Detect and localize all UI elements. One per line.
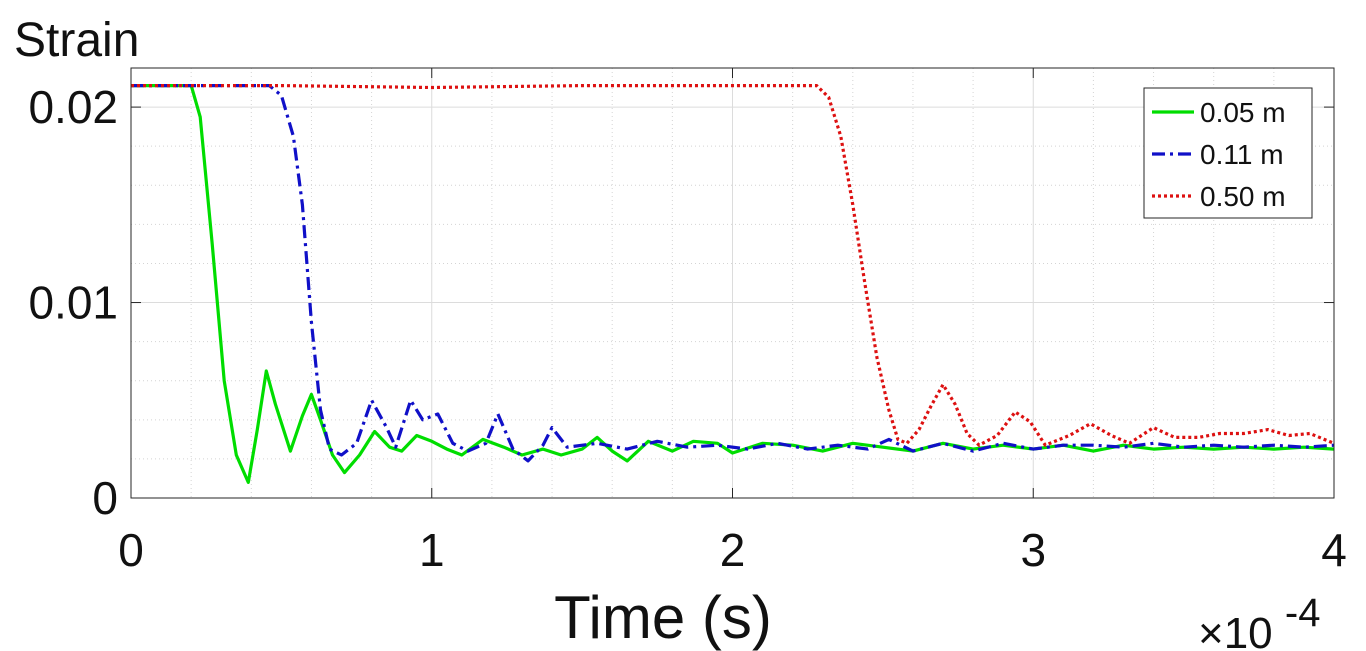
y-axis-label: Strain bbox=[14, 14, 139, 67]
y-tick-label: 0.01 bbox=[28, 277, 118, 329]
x-multiplier-base: ×10 bbox=[1198, 609, 1273, 651]
axis-ticks bbox=[130, 68, 1335, 499]
x-tick-label: 1 bbox=[419, 524, 445, 576]
x-tick-label: 4 bbox=[1321, 524, 1347, 576]
y-tick-label: 0 bbox=[92, 472, 118, 524]
x-multiplier-exponent: -4 bbox=[1285, 591, 1321, 635]
series-line bbox=[131, 84, 1335, 447]
y-tick-label: 0.02 bbox=[28, 81, 118, 133]
series-layer bbox=[131, 84, 1335, 484]
series-line bbox=[131, 84, 1335, 463]
x-tick-label: 2 bbox=[720, 524, 746, 576]
legend-entry-label: 0.11 m bbox=[1200, 139, 1284, 170]
x-axis-multiplier: ×10 -4 bbox=[1198, 591, 1320, 651]
x-axis-label: Time (s) bbox=[554, 584, 772, 651]
x-tick-label: 0 bbox=[118, 524, 144, 576]
x-tick-labels: 0 1 2 3 4 bbox=[118, 524, 1347, 576]
legend-entry-label: 0.50 m bbox=[1200, 181, 1286, 212]
minor-grid bbox=[131, 68, 1334, 498]
legend-entry-label: 0.05 m bbox=[1200, 97, 1286, 128]
legend: 0.05 m 0.11 m 0.50 m bbox=[1143, 87, 1313, 219]
y-tick-labels: 0 0.01 0.02 bbox=[28, 81, 118, 524]
x-tick-label: 3 bbox=[1020, 524, 1046, 576]
